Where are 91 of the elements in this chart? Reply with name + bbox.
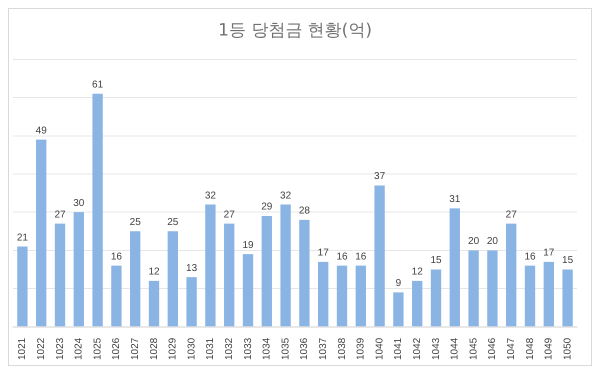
x-tick-label: 1033 — [242, 337, 254, 360]
data-label: 27 — [506, 209, 518, 220]
x-tick-label: 1037 — [318, 337, 329, 360]
data-label: 16 — [336, 251, 348, 262]
x-tick-label: 1032 — [224, 337, 235, 360]
bar — [262, 216, 272, 326]
x-tick-label: 1030 — [186, 337, 198, 360]
data-label: 25 — [167, 217, 179, 228]
x-tick-label: 1027 — [130, 337, 141, 360]
bar — [356, 266, 366, 326]
data-label: 17 — [318, 248, 330, 259]
chart-title: 1등 당첨금 현황(억) — [218, 20, 372, 41]
x-tick-label: 1028 — [148, 337, 160, 360]
bar — [506, 224, 516, 326]
data-label: 16 — [110, 251, 122, 262]
x-tick-label: 1046 — [487, 337, 498, 360]
data-label: 27 — [224, 209, 236, 220]
data-label: 20 — [468, 236, 480, 248]
x-tick-label: 1049 — [544, 337, 555, 360]
x-tick-label: 1050 — [562, 337, 574, 360]
bar — [148, 280, 160, 326]
data-label: 19 — [242, 240, 254, 251]
bar — [318, 262, 328, 326]
x-tick-label: 1039 — [356, 337, 367, 360]
data-label: 49 — [36, 125, 48, 136]
data-label: 61 — [92, 80, 104, 91]
bar — [205, 204, 216, 326]
bar — [242, 254, 254, 326]
bar — [468, 250, 479, 326]
bar — [299, 220, 310, 326]
data-label: 16 — [524, 251, 536, 262]
data-label: 32 — [280, 190, 292, 202]
bar — [430, 269, 442, 326]
bar — [168, 231, 178, 326]
x-tick-label: 1043 — [430, 337, 442, 360]
x-tick-label: 1024 — [74, 337, 85, 360]
data-label: 32 — [204, 190, 216, 202]
x-tick-label: 1036 — [299, 337, 310, 360]
data-label: 15 — [430, 255, 442, 266]
data-label: 12 — [148, 266, 160, 278]
x-tick-label: 1038 — [336, 337, 348, 360]
bar — [280, 204, 291, 326]
data-label: 15 — [562, 255, 574, 266]
x-tick-label: 1026 — [111, 337, 122, 360]
data-label: 9 — [396, 278, 402, 290]
bar — [111, 266, 122, 326]
data-label: 31 — [449, 194, 461, 206]
x-tick-label: 1044 — [450, 337, 461, 360]
data-label: 37 — [374, 171, 386, 182]
bar — [544, 262, 554, 326]
data-label: 12 — [412, 266, 424, 278]
bar — [412, 280, 422, 326]
data-label: 17 — [543, 248, 555, 259]
data-label: 13 — [186, 262, 198, 274]
x-tick-label: 1041 — [393, 337, 404, 360]
bar — [186, 277, 197, 326]
x-tick-label: 1035 — [280, 337, 292, 360]
bar — [130, 231, 140, 326]
data-label: 30 — [73, 198, 85, 209]
bar — [92, 94, 103, 326]
data-label: 28 — [298, 206, 310, 217]
data-label: 25 — [130, 217, 142, 228]
bar — [393, 292, 404, 326]
x-tick-label: 1042 — [412, 337, 423, 360]
x-tick-label: 1047 — [506, 337, 517, 360]
data-label: 20 — [486, 236, 498, 248]
bar — [374, 185, 385, 326]
bar — [74, 212, 84, 326]
x-tick-label: 1021 — [17, 337, 28, 360]
x-tick-label: 1022 — [36, 337, 47, 360]
data-label: 16 — [355, 251, 367, 262]
x-tick-label: 1045 — [468, 337, 480, 360]
bar — [224, 224, 234, 326]
data-label: 21 — [16, 232, 28, 244]
x-tick-label: 1031 — [205, 337, 216, 360]
x-tick-label: 1034 — [262, 337, 273, 360]
bar — [524, 266, 536, 326]
x-tick-label: 1023 — [54, 337, 66, 360]
data-label: 27 — [54, 209, 66, 220]
bar — [487, 250, 498, 326]
bar — [562, 269, 573, 326]
bar — [336, 266, 348, 326]
bar — [36, 140, 46, 326]
x-tick-label: 1048 — [524, 337, 536, 360]
data-label: 29 — [261, 202, 273, 213]
x-tick-label: 1029 — [168, 337, 179, 360]
bar — [17, 246, 28, 326]
bar — [450, 208, 460, 326]
bar — [54, 224, 66, 326]
x-tick-label: 1040 — [374, 337, 386, 360]
x-tick-label: 1025 — [92, 337, 104, 360]
